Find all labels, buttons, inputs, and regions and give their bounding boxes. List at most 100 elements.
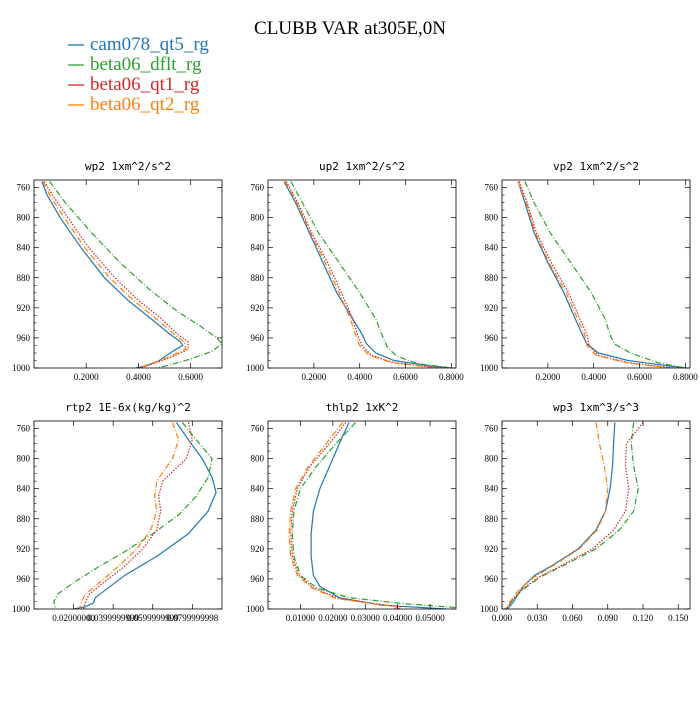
- y-tick-label: 920: [251, 303, 265, 313]
- x-tick-label: 0.0399999999: [87, 613, 139, 623]
- y-tick-label: 880: [485, 273, 499, 283]
- y-tick-label: 960: [485, 333, 499, 343]
- panel-5: thlp2 1xK^2 760 800 840 880 920 960 1000 0.01000…: [246, 401, 457, 623]
- y-tick-label: 1000: [12, 363, 31, 373]
- series-line-beta06_dflt_rg: [49, 181, 222, 368]
- y-tick-label: 840: [251, 243, 265, 253]
- y-tick-label: 760: [17, 183, 31, 193]
- panel-6: wp3 1xm^3/s^3 760 800 840 880 920 960 10000.000…: [480, 401, 691, 623]
- x-tick-label: 0.8000: [673, 372, 698, 382]
- y-tick-label: 1000: [246, 604, 265, 614]
- y-tick-label: 920: [251, 544, 265, 554]
- y-tick-label: 800: [17, 454, 31, 464]
- y-tick-label: 960: [17, 574, 31, 584]
- y-tick-label: 880: [17, 273, 31, 283]
- y-tick-label: 840: [485, 484, 499, 494]
- plot-frame: [501, 179, 691, 369]
- x-tick-label: 0.120: [633, 613, 654, 623]
- series-line-beta06_qt2_rg: [517, 181, 672, 368]
- legend-label: beta06_qt2_rg: [90, 94, 200, 115]
- panel-title: up2 1xm^2/s^2: [319, 160, 405, 173]
- y-tick-label: 920: [485, 303, 499, 313]
- x-tick-label: 0.03000: [351, 613, 381, 623]
- x-tick-label: 0.4000: [581, 372, 606, 382]
- y-tick-label: 800: [485, 213, 499, 223]
- series-line-beta06_qt1_rg: [82, 422, 193, 609]
- series-line-beta06_dflt_rg: [524, 181, 686, 368]
- y-tick-label: 920: [485, 544, 499, 554]
- y-tick-label: 760: [251, 183, 265, 193]
- x-tick-label: 0.150: [668, 613, 689, 623]
- y-tick-label: 880: [485, 514, 499, 524]
- y-tick-label: 800: [251, 454, 265, 464]
- panels: wp2 1xm^2/s^2 760 800 840 880 920 960 1000 0.200…: [12, 160, 698, 623]
- x-tick-label: 0.05000: [415, 613, 445, 623]
- y-tick-label: 960: [251, 333, 265, 343]
- x-tick-label: 0.060: [562, 613, 583, 623]
- x-tick-label: 0.6000: [393, 372, 418, 382]
- x-tick-label: 0.04000: [383, 613, 413, 623]
- series-line-beta06_qt2_rg: [42, 181, 187, 368]
- series-line-beta06_qt2_rg: [78, 422, 180, 609]
- plot-frame: [267, 420, 457, 610]
- y-tick-label: 800: [17, 213, 31, 223]
- x-tick-label: 0.4000: [126, 372, 151, 382]
- series-line-cam078_qt5_rg: [517, 181, 686, 368]
- panel-title: thlp2 1xK^2: [326, 401, 399, 414]
- panel-title: wp2 1xm^2/s^2: [85, 160, 171, 173]
- y-tick-label: 1000: [480, 604, 499, 614]
- x-tick-label: 0.000: [492, 613, 513, 623]
- legend-label: beta06_qt1_rg: [90, 74, 200, 95]
- series-line-beta06_dflt_rg: [53, 422, 213, 609]
- x-tick-label: 0.2000: [74, 372, 99, 382]
- y-tick-label: 1000: [246, 363, 265, 373]
- series-line-cam078_qt5_rg: [506, 422, 616, 609]
- panel-3: vp2 1xm^2/s^2 760 800 840 880 920 960 1000 0.200…: [480, 160, 698, 382]
- y-tick-label: 760: [251, 424, 265, 434]
- series-line-beta06_qt2_rg: [504, 422, 609, 609]
- series-line-beta06_dflt_rg: [290, 181, 452, 368]
- y-tick-label: 840: [17, 243, 31, 253]
- figure-title: CLUBB VAR at305E,0N: [254, 18, 446, 39]
- x-tick-label: 0.0599999999: [127, 613, 179, 623]
- series-line-cam078_qt5_rg: [41, 181, 184, 368]
- legend-entry: beta06_qt1_rg: [68, 74, 200, 95]
- plot-frame: [33, 179, 223, 369]
- y-tick-label: 920: [17, 544, 31, 554]
- y-tick-label: 800: [251, 213, 265, 223]
- panel-title: vp2 1xm^2/s^2: [553, 160, 639, 173]
- x-tick-label: 0.01000: [286, 613, 316, 623]
- series-line-beta06_qt1_rg: [290, 422, 403, 609]
- series-line-beta06_qt2_rg: [284, 181, 438, 368]
- series-line-beta06_qt1_rg: [285, 181, 441, 368]
- legend-label: beta06_dflt_rg: [90, 54, 202, 75]
- x-tick-label: 0.4000: [347, 372, 372, 382]
- series-line-beta06_qt1_rg: [43, 181, 189, 368]
- panel-2: up2 1xm^2/s^2 760 800 840 880 920 960 1000 0.200…: [246, 160, 464, 382]
- series-line-cam078_qt5_rg: [310, 422, 447, 609]
- series-line-cam078_qt5_rg: [73, 422, 217, 609]
- y-tick-label: 880: [17, 514, 31, 524]
- y-tick-label: 840: [251, 484, 265, 494]
- y-tick-label: 880: [251, 273, 265, 283]
- y-tick-label: 760: [485, 183, 499, 193]
- panel-1: wp2 1xm^2/s^2 760 800 840 880 920 960 1000 0.200…: [12, 160, 223, 382]
- legend-entry: beta06_dflt_rg: [68, 54, 202, 75]
- y-tick-label: 840: [17, 484, 31, 494]
- y-tick-label: 1000: [480, 363, 499, 373]
- legend-entry: beta06_qt2_rg: [68, 94, 200, 115]
- x-tick-label: 0.030: [527, 613, 548, 623]
- x-tick-label: 0.02000: [318, 613, 348, 623]
- x-tick-label: 0.0799999998: [166, 613, 218, 623]
- y-tick-label: 800: [485, 454, 499, 464]
- legend: cam078_qt5_rgbeta06_dflt_rgbeta06_qt1_rg…: [68, 34, 209, 115]
- plot-frame: [501, 420, 691, 610]
- y-tick-label: 960: [17, 333, 31, 343]
- y-tick-label: 760: [485, 424, 499, 434]
- y-tick-label: 1000: [12, 604, 31, 614]
- x-tick-label: 0.6000: [627, 372, 652, 382]
- y-tick-label: 840: [485, 243, 499, 253]
- y-tick-label: 960: [485, 574, 499, 584]
